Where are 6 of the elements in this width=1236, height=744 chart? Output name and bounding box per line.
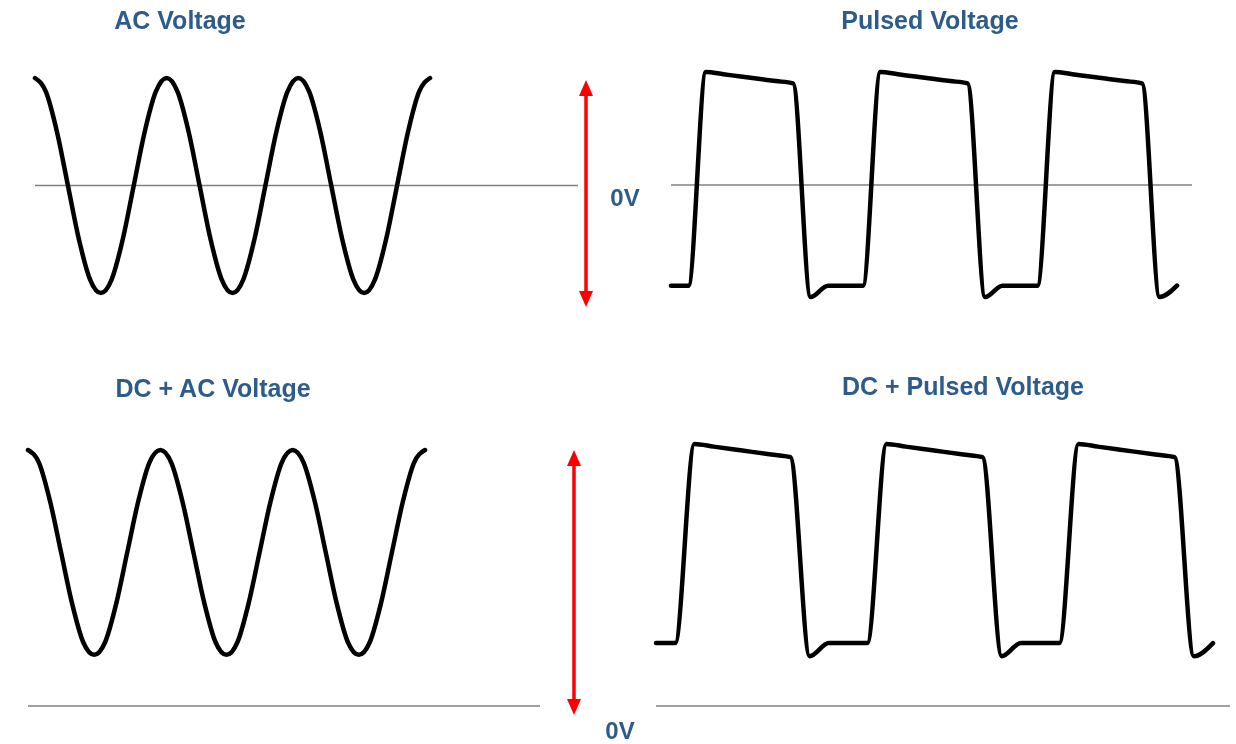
chart-title: DC + Pulsed Voltage bbox=[842, 371, 1085, 400]
ref-line-label: 0V bbox=[605, 717, 635, 744]
chart-title: Pulsed Voltage bbox=[841, 5, 1019, 34]
chart-title: AC Voltage bbox=[114, 5, 246, 34]
chart-title: DC + AC Voltage bbox=[115, 373, 311, 402]
ref-line-label: 0V bbox=[610, 184, 640, 212]
